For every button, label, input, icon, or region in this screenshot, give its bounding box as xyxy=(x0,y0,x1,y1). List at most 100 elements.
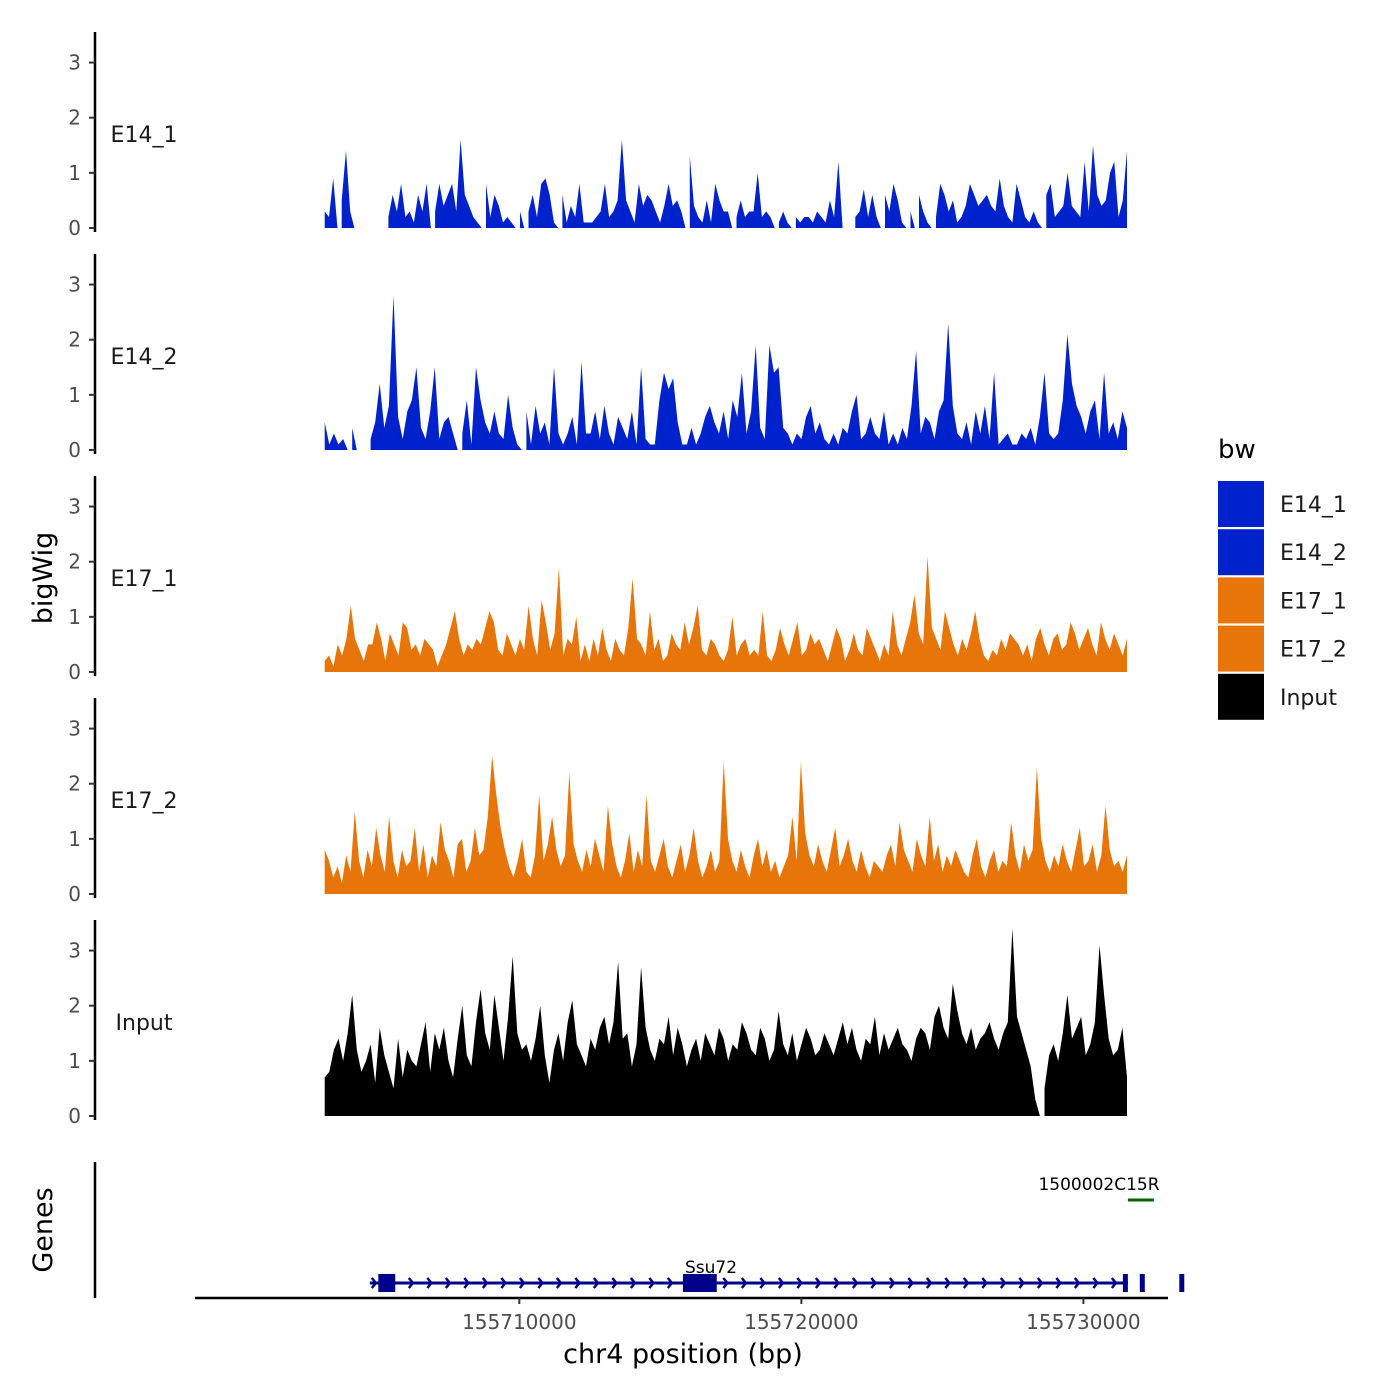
strand-arrow xyxy=(833,1277,840,1289)
exon xyxy=(1179,1274,1185,1292)
strand-arrow xyxy=(1055,1277,1062,1289)
y-tick-label: 1 xyxy=(68,605,81,629)
track-label-E14_2: E14_2 xyxy=(111,345,178,370)
strand-arrow xyxy=(611,1277,618,1289)
strand-arrow xyxy=(1073,1277,1081,1289)
strand-arrow xyxy=(666,1277,674,1289)
gene-1500002C15R: 1500002C15R xyxy=(1038,1175,1160,1202)
gene-Ssu72: Ssu72 xyxy=(369,1258,1185,1292)
legend-label-E14_2: E14_2 xyxy=(1280,541,1347,566)
y-axis-title: bigWig xyxy=(28,532,59,625)
y-tick-label: 0 xyxy=(68,216,81,240)
strand-arrow xyxy=(999,1277,1007,1289)
strand-arrow xyxy=(370,1277,378,1289)
legend-swatch-Input xyxy=(1218,673,1264,720)
y-tick-label: 2 xyxy=(68,106,81,130)
track-label-E17_1: E17_1 xyxy=(111,567,178,592)
legend-label-E17_2: E17_2 xyxy=(1280,638,1347,663)
track-panel-E14_1: 0 1 2 3 E14_1 xyxy=(68,32,1127,240)
strand-arrow xyxy=(796,1277,803,1289)
strand-arrow xyxy=(814,1277,822,1289)
strand-arrow xyxy=(592,1277,600,1289)
legend-swatch-E14_1 xyxy=(1218,481,1264,527)
track-panel-E17_2: 0 1 2 3 E17_2 xyxy=(68,698,1127,906)
strand-arrow xyxy=(463,1277,470,1289)
y-tick-label: 1 xyxy=(68,161,81,185)
strand-arrow xyxy=(962,1277,970,1289)
y-tick-label: 1 xyxy=(68,383,81,407)
track-label-E17_2: E17_2 xyxy=(111,789,178,814)
y-tick-label: 3 xyxy=(68,939,81,963)
signal-area-Input xyxy=(324,928,1127,1116)
legend-label-E17_1: E17_1 xyxy=(1280,589,1347,614)
x-tick-label: 155720000 xyxy=(744,1310,859,1334)
strand-arrow xyxy=(518,1277,526,1289)
y-tick-label: 3 xyxy=(68,495,81,519)
strand-arrow xyxy=(722,1277,729,1289)
y-tick-label: 2 xyxy=(68,772,81,796)
legend-swatch-E14_2 xyxy=(1218,529,1264,576)
y-tick-label: 0 xyxy=(68,882,81,906)
exon xyxy=(378,1274,396,1292)
strand-arrow xyxy=(1018,1277,1025,1289)
strand-arrow xyxy=(1092,1277,1099,1289)
y-tick-label: 0 xyxy=(68,1104,81,1128)
signal-area-E14_1 xyxy=(324,139,1127,228)
gene-label: 1500002C15R xyxy=(1038,1175,1159,1195)
genes-track: 1500002C15R Ssu72 xyxy=(93,1162,1185,1298)
legend-label-Input: Input xyxy=(1280,686,1337,711)
track-panel-E14_2: 0 1 2 3 E14_2 xyxy=(68,254,1127,462)
legend-swatch-E17_2 xyxy=(1218,625,1264,672)
exon xyxy=(682,1274,717,1292)
strand-arrow xyxy=(907,1277,914,1289)
strand-arrow xyxy=(648,1277,655,1289)
strand-arrow xyxy=(740,1277,748,1289)
strand-arrow xyxy=(888,1277,896,1289)
track-label-E14_1: E14_1 xyxy=(111,123,178,148)
strand-arrow xyxy=(1110,1277,1118,1289)
y-tick-label: 1 xyxy=(68,1049,81,1073)
legend-label-E14_1: E14_1 xyxy=(1280,493,1347,518)
gene-label: Ssu72 xyxy=(685,1258,737,1278)
signal-area-E17_1 xyxy=(324,556,1127,672)
track-panel-E17_1: 0 1 2 3 E17_1 xyxy=(68,476,1127,684)
x-axis: 155710000 155720000 155730000 xyxy=(195,1296,1168,1334)
x-tick-label: 155710000 xyxy=(462,1310,577,1334)
strand-arrow xyxy=(925,1277,933,1289)
strand-arrow xyxy=(1036,1277,1044,1289)
strand-arrow xyxy=(444,1277,452,1289)
y-tick-label: 1 xyxy=(68,827,81,851)
strand-arrow xyxy=(851,1277,859,1289)
y-tick-label: 0 xyxy=(68,660,81,684)
y-tick-label: 0 xyxy=(68,438,81,462)
track-panel-Input: 0 1 2 3 Input xyxy=(68,920,1127,1128)
y-tick-label: 2 xyxy=(68,550,81,574)
track-panels: 0 1 2 3 E14_1 0 1 2 3 E14_2 0 1 2 3 E17_1 0 1 2 3 E17_2 0 1 2 3… xyxy=(68,32,1127,1128)
strand-arrow xyxy=(981,1277,988,1289)
strand-arrow xyxy=(407,1277,415,1289)
x-tick-label: 155730000 xyxy=(1026,1310,1141,1334)
x-axis-title: chr4 position (bp) xyxy=(563,1339,803,1370)
y-tick-label: 3 xyxy=(68,273,81,297)
exon xyxy=(1139,1274,1145,1292)
strand-arrow xyxy=(870,1277,877,1289)
genes-track-title: Genes xyxy=(28,1187,59,1272)
track-label-Input: Input xyxy=(116,1011,173,1036)
strand-arrow xyxy=(426,1277,433,1289)
y-tick-label: 2 xyxy=(68,328,81,352)
strand-arrow xyxy=(555,1277,563,1289)
strand-arrow xyxy=(944,1277,951,1289)
strand-arrow xyxy=(574,1277,581,1289)
strand-arrow xyxy=(759,1277,766,1289)
strand-arrow xyxy=(481,1277,489,1289)
exon xyxy=(1122,1274,1128,1292)
legend-title: bw xyxy=(1218,435,1256,465)
signal-area-E17_2 xyxy=(324,756,1127,894)
y-tick-label: 3 xyxy=(68,51,81,75)
signal-area-E14_2 xyxy=(324,295,1127,450)
y-tick-label: 3 xyxy=(68,717,81,741)
strand-arrow xyxy=(629,1277,637,1289)
legend-swatch-E17_1 xyxy=(1218,577,1264,624)
strand-arrow xyxy=(777,1277,785,1289)
